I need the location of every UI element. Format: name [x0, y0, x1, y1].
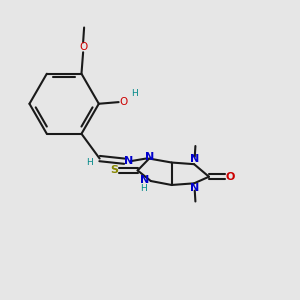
Text: S: S	[110, 166, 118, 176]
Text: H: H	[131, 89, 138, 98]
Text: O: O	[226, 172, 235, 182]
Text: N: N	[124, 155, 134, 166]
Text: N: N	[140, 175, 149, 185]
Text: N: N	[145, 152, 154, 162]
Text: N: N	[190, 154, 200, 164]
Text: O: O	[119, 97, 128, 107]
Text: N: N	[190, 183, 200, 193]
Text: H: H	[86, 158, 93, 167]
Text: H: H	[140, 184, 147, 193]
Text: O: O	[79, 42, 87, 52]
